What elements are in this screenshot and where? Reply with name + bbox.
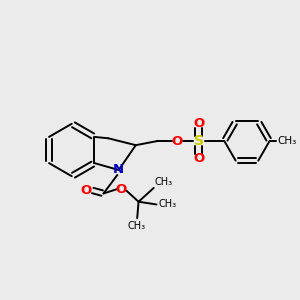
Text: O: O [193,117,204,130]
Text: O: O [172,134,183,148]
Text: N: N [113,164,124,176]
Text: O: O [81,184,92,196]
Text: O: O [193,152,204,165]
Text: CH₃: CH₃ [159,200,177,209]
Text: O: O [116,183,127,196]
Text: S: S [194,134,204,148]
Text: CH₃: CH₃ [127,221,145,231]
Text: CH₃: CH₃ [155,177,173,187]
Text: CH₃: CH₃ [278,136,297,146]
